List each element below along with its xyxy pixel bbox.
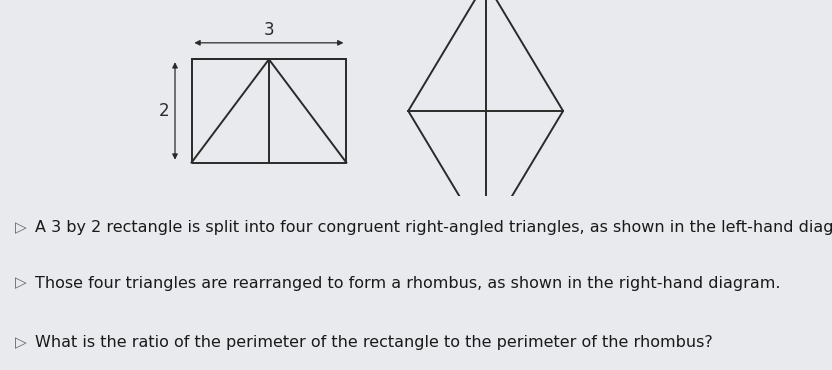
Text: ▷: ▷ — [15, 335, 27, 350]
Text: 3: 3 — [264, 21, 275, 39]
Text: A 3 by 2 rectangle is split into four congruent right-angled triangles, as shown: A 3 by 2 rectangle is split into four co… — [35, 220, 832, 235]
Text: ▷: ▷ — [15, 220, 27, 235]
Text: Those four triangles are rearranged to form a rhombus, as shown in the right-han: Those four triangles are rearranged to f… — [35, 276, 780, 290]
Text: 2: 2 — [159, 102, 170, 120]
Text: ▷: ▷ — [15, 276, 27, 290]
Text: What is the ratio of the perimeter of the rectangle to the perimeter of the rhom: What is the ratio of the perimeter of th… — [35, 335, 713, 350]
